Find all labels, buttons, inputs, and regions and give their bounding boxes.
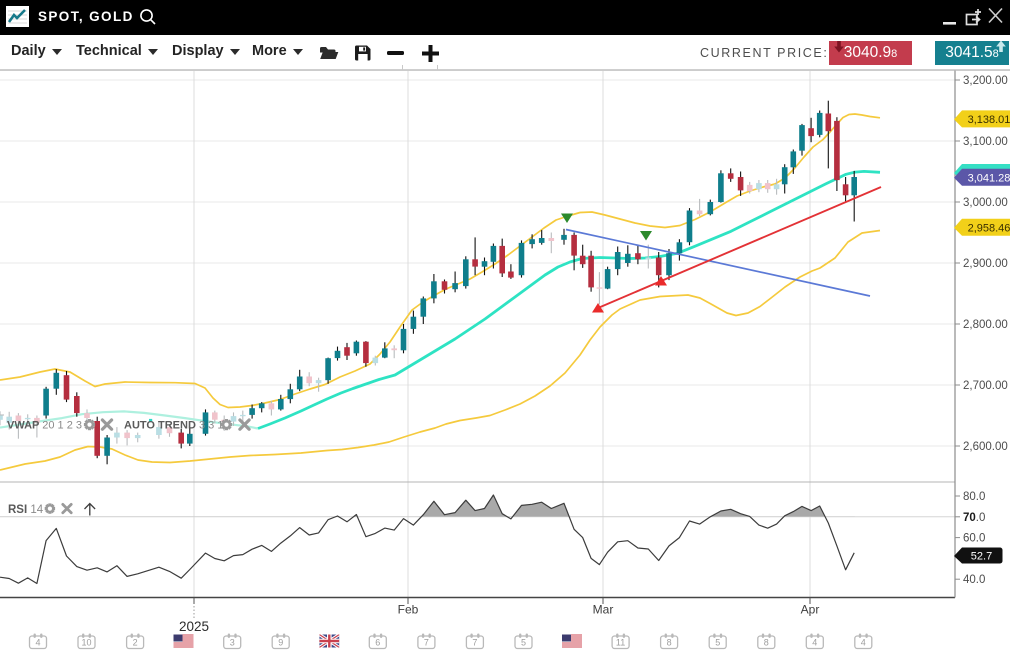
- svg-text:3,138.01: 3,138.01: [968, 114, 1010, 126]
- svg-text:3,200.00: 3,200.00: [963, 75, 1008, 87]
- svg-text:60.0: 60.0: [963, 533, 985, 545]
- svg-text:RSI 14: RSI 14: [8, 504, 44, 516]
- svg-text:4: 4: [861, 638, 866, 648]
- svg-text:7: 7: [472, 638, 477, 648]
- svg-text:2025: 2025: [179, 619, 209, 634]
- svg-text:Feb: Feb: [398, 603, 419, 617]
- svg-text:VWAP 20 1 2 3: VWAP 20 1 2 3: [7, 420, 82, 432]
- svg-text:5: 5: [521, 638, 526, 648]
- svg-text:5: 5: [715, 638, 720, 648]
- svg-text:2: 2: [133, 638, 138, 648]
- svg-text:9: 9: [278, 638, 283, 648]
- svg-text:Mar: Mar: [593, 603, 614, 617]
- svg-text:2,958.46: 2,958.46: [968, 222, 1010, 234]
- svg-text:2,900.00: 2,900.00: [963, 258, 1008, 270]
- svg-text:3,100.00: 3,100.00: [963, 136, 1008, 148]
- svg-text:Apr: Apr: [801, 603, 820, 617]
- svg-text:4: 4: [812, 638, 817, 648]
- svg-text:8: 8: [667, 638, 672, 648]
- svg-text:7: 7: [424, 638, 429, 648]
- svg-text:AUTO TREND 3 3 1: AUTO TREND 3 3 1: [124, 420, 223, 432]
- svg-text:6: 6: [375, 638, 380, 648]
- svg-text:80.0: 80.0: [963, 491, 985, 503]
- svg-text:11: 11: [616, 638, 625, 648]
- svg-text:2,600.00: 2,600.00: [963, 441, 1008, 453]
- svg-text:3,041.28: 3,041.28: [968, 172, 1010, 184]
- svg-text:4: 4: [35, 638, 40, 648]
- svg-text:40.0: 40.0: [963, 574, 985, 586]
- svg-text:52.7: 52.7: [971, 551, 992, 563]
- svg-text:2,700.00: 2,700.00: [963, 380, 1008, 392]
- svg-text:3: 3: [230, 638, 235, 648]
- svg-text:10: 10: [81, 638, 91, 648]
- svg-text:2,800.00: 2,800.00: [963, 319, 1008, 331]
- svg-text:8: 8: [764, 638, 769, 648]
- svg-text:3,000.00: 3,000.00: [963, 197, 1008, 209]
- svg-text:70.0: 70.0: [963, 512, 985, 524]
